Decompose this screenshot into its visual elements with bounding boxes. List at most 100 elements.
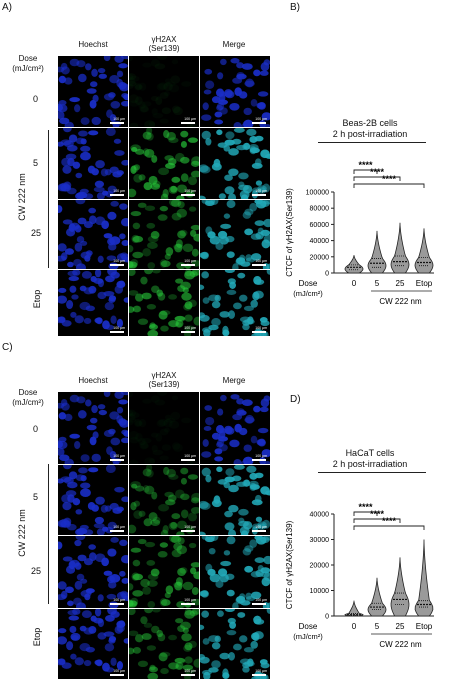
scale-bar (181, 122, 195, 124)
chart-title-b: Beas-2B cells 2 h post-irradiation (332, 118, 408, 139)
micrograph-a-r1-merge: 100 μm (200, 128, 270, 199)
micrograph-a-r2-merge: 100 μm (200, 200, 270, 269)
x-tick-label-25: 25 (396, 622, 405, 631)
scale-bar (110, 603, 124, 605)
scale-bar-label: 100 μm (184, 117, 196, 121)
y-axis-label: CTCF of γH2AX(Ser139) (285, 188, 294, 277)
scale-bar-label: 100 μm (255, 189, 267, 193)
scale-bar (181, 264, 195, 266)
group-bracket-a (48, 130, 49, 268)
scale-bar-label: 100 μm (184, 326, 196, 330)
scale-bar-label: 100 μm (255, 525, 267, 529)
micrograph-c-r0-hoechst: 100 μm (58, 392, 128, 464)
panel-label-b: B) (290, 2, 300, 13)
y-tick-label: 0 (325, 614, 329, 621)
micrograph-c-r2-hoechst: 100 μm (58, 536, 128, 608)
scale-bar (110, 194, 124, 196)
significance-label: **** (370, 167, 385, 177)
x-tick-label-5: 5 (375, 622, 380, 631)
scale-bar (252, 331, 266, 333)
row-label-etop-c: Etop (32, 627, 42, 647)
scale-bar (181, 194, 195, 196)
y-axis-label: CTCF of γH2AX(Ser139) (285, 520, 294, 609)
significance-bracket (353, 176, 401, 181)
scale-bar (181, 603, 195, 605)
x-tick-label-5: 5 (375, 279, 380, 288)
scale-bar-label: 100 μm (113, 598, 125, 602)
micrograph-a-r0-hoechst: 100 μm (58, 56, 128, 127)
significance-label: **** (358, 160, 373, 170)
scale-bar-label: 100 μm (113, 454, 125, 458)
violin-Etop (414, 539, 434, 617)
panel-label-d: D) (290, 394, 301, 405)
dose-header: Dose (mJ/cm²) (12, 54, 44, 73)
row-label-5: 5 (33, 158, 39, 168)
y-tick-label: 60000 (310, 222, 330, 229)
micrograph-a-r1-hoechst: 100 μm (58, 128, 128, 199)
micrograph-c-r1-hoechst: 100 μm (58, 465, 128, 535)
violin-chart-d: 0 10000 20000 30000 40000 CTCF of γH2AX(Ser13… (285, 502, 434, 649)
scale-bar-label: 100 μm (184, 259, 196, 263)
scale-bar-label: 100 μm (184, 525, 196, 529)
row-label-25: 25 (31, 228, 42, 238)
micrograph-c-r0-gh2ax: 100 μm (129, 392, 199, 464)
scale-bar (110, 459, 124, 461)
row-label-25-c: 25 (31, 566, 42, 576)
significance-bracket (353, 525, 425, 530)
micrograph-c-r2-merge: 100 μm (200, 536, 270, 608)
col-header-gh2ax-c: γH2AX (151, 371, 177, 380)
dose-header-c: Dose (mJ/cm²) (12, 388, 44, 407)
micrograph-a-r2-hoechst: 100 μm (58, 200, 128, 269)
chart-title-d: HaCaT cells 2 h post-irradiation (332, 448, 408, 469)
scale-bar (110, 530, 124, 532)
significance-bracket (353, 511, 378, 516)
scale-bar-label: 100 μm (255, 326, 267, 330)
violin-5 (367, 577, 387, 617)
scale-bar-label: 100 μm (113, 259, 125, 263)
violin-25 (390, 557, 410, 617)
panel-label-a: A) (2, 2, 12, 13)
y-tick-label: 80000 (310, 206, 330, 213)
micrograph-a-r0-gh2ax: 100 μm (129, 56, 199, 127)
group-label-cw222: CW 222 nm (379, 640, 422, 649)
scale-bar (181, 674, 195, 676)
col-header-merge: Merge (222, 40, 246, 49)
scale-bar-label: 100 μm (255, 669, 267, 673)
y-tick-label: 40000 (310, 512, 330, 519)
scale-bar-label: 100 μm (113, 117, 125, 121)
y-tick-label: 0 (325, 271, 329, 278)
violin-chart-b: 0 20000 40000 60000 80000 100000 CTCF of γH2AX… (285, 160, 434, 306)
y-tick-label: 100000 (306, 190, 329, 197)
dose-label: Dose (299, 622, 318, 631)
scale-bar-label: 100 μm (113, 525, 125, 529)
x-tick-label-0: 0 (352, 622, 357, 631)
violin-0 (344, 255, 364, 274)
scale-bar-label: 100 μm (113, 189, 125, 193)
significance-label: **** (370, 509, 385, 519)
scale-bar (181, 331, 195, 333)
violin-0 (344, 600, 364, 617)
scale-bar (110, 674, 124, 676)
title-underline-d (318, 472, 426, 473)
micrograph-c-r1-gh2ax: 100 μm (129, 465, 199, 535)
significance-label: **** (382, 516, 397, 526)
micrograph-c-r2-gh2ax: 100 μm (129, 536, 199, 608)
micrograph-c-r3-gh2ax: 100 μm (129, 609, 199, 679)
micrograph-c-r3-merge: 100 μm (200, 609, 270, 679)
scale-bar (252, 530, 266, 532)
scale-bar-label: 100 μm (255, 454, 267, 458)
scale-bar (252, 264, 266, 266)
scale-bar-label: 100 μm (255, 259, 267, 263)
y-tick-label: 40000 (310, 238, 330, 245)
dose-unit-label: (mJ/cm²) (293, 632, 323, 641)
micrograph-c-r0-merge: 100 μm (200, 392, 270, 464)
scale-bar (252, 459, 266, 461)
col-header-hoechst: Hoechst (78, 40, 108, 49)
scale-bar-label: 100 μm (184, 669, 196, 673)
scale-bar (110, 122, 124, 124)
y-tick-label: 20000 (310, 563, 330, 570)
scale-bar (110, 331, 124, 333)
col-header-ser139-c: (Ser139) (148, 380, 180, 389)
group-label-cw222: CW 222 nm (379, 297, 422, 306)
micrograph-a-r3-merge: 100 μm (200, 270, 270, 336)
